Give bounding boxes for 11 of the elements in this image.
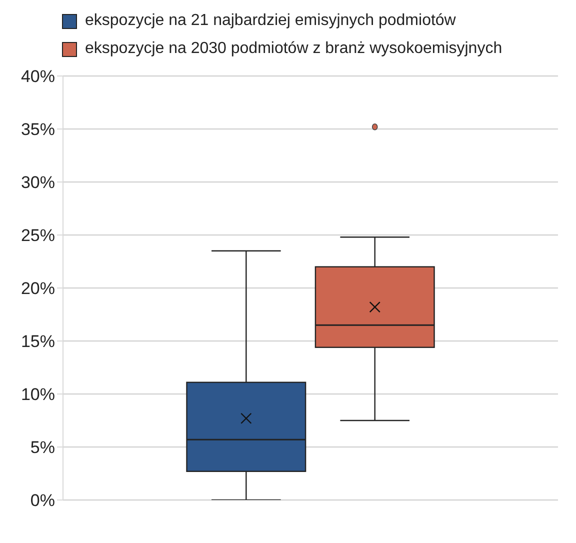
y-tick-label: 10%: [20, 385, 55, 404]
y-tick-label: 30%: [20, 173, 55, 192]
y-tick-label: 25%: [20, 226, 55, 246]
legend-label: ekspozycje na 2030 podmiotów z branż wysokoemisyjnych: [85, 40, 502, 58]
y-tick-label: 0%: [30, 491, 55, 510]
legend-label: ekspozycje na 21 najbardziej emisyjnych podmiotów: [85, 12, 456, 30]
y-tick-label: 5%: [30, 438, 55, 458]
y-tick-label: 15%: [20, 332, 55, 352]
y-tick-label: 40%: [20, 67, 55, 86]
y-tick-label: 20%: [20, 279, 55, 298]
y-tick-label: 35%: [20, 120, 55, 140]
